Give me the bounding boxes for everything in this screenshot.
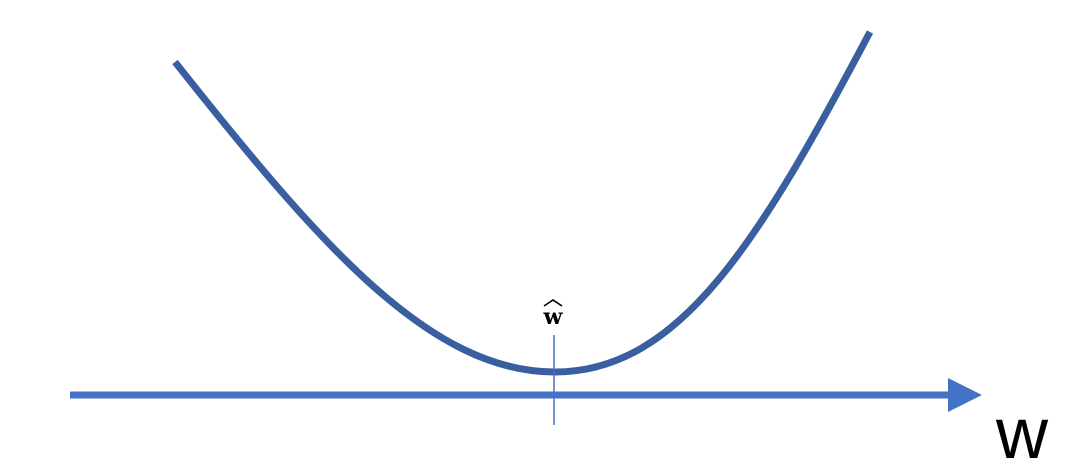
minimum-label: w xyxy=(543,304,564,330)
w-axis-arrowhead xyxy=(948,378,982,412)
hat-icon xyxy=(543,299,563,307)
axis-label: w xyxy=(995,394,1049,473)
convex-curve xyxy=(172,30,874,376)
